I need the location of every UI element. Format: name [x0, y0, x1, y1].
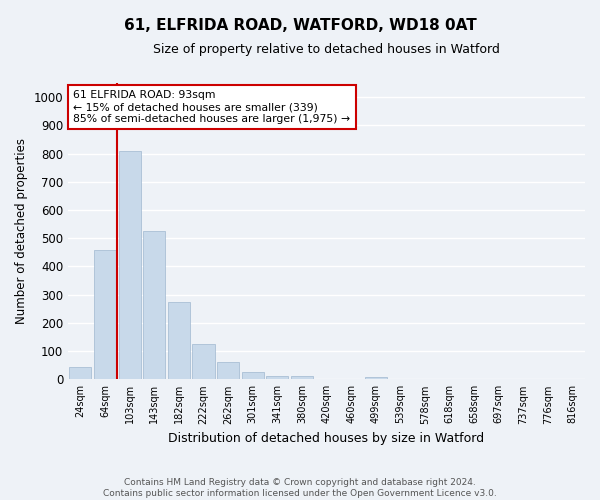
- Bar: [242, 372, 264, 380]
- Bar: [94, 250, 116, 380]
- Bar: [217, 362, 239, 380]
- Y-axis label: Number of detached properties: Number of detached properties: [15, 138, 28, 324]
- X-axis label: Distribution of detached houses by size in Watford: Distribution of detached houses by size …: [169, 432, 485, 445]
- Bar: [168, 302, 190, 380]
- Bar: [193, 344, 215, 380]
- Text: 61, ELFRIDA ROAD, WATFORD, WD18 0AT: 61, ELFRIDA ROAD, WATFORD, WD18 0AT: [124, 18, 476, 32]
- Text: Contains HM Land Registry data © Crown copyright and database right 2024.
Contai: Contains HM Land Registry data © Crown c…: [103, 478, 497, 498]
- Bar: [266, 376, 289, 380]
- Bar: [69, 366, 91, 380]
- Bar: [119, 151, 140, 380]
- Bar: [143, 231, 165, 380]
- Bar: [291, 376, 313, 380]
- Title: Size of property relative to detached houses in Watford: Size of property relative to detached ho…: [153, 42, 500, 56]
- Text: 61 ELFRIDA ROAD: 93sqm
← 15% of detached houses are smaller (339)
85% of semi-de: 61 ELFRIDA ROAD: 93sqm ← 15% of detached…: [73, 90, 350, 124]
- Bar: [365, 377, 387, 380]
